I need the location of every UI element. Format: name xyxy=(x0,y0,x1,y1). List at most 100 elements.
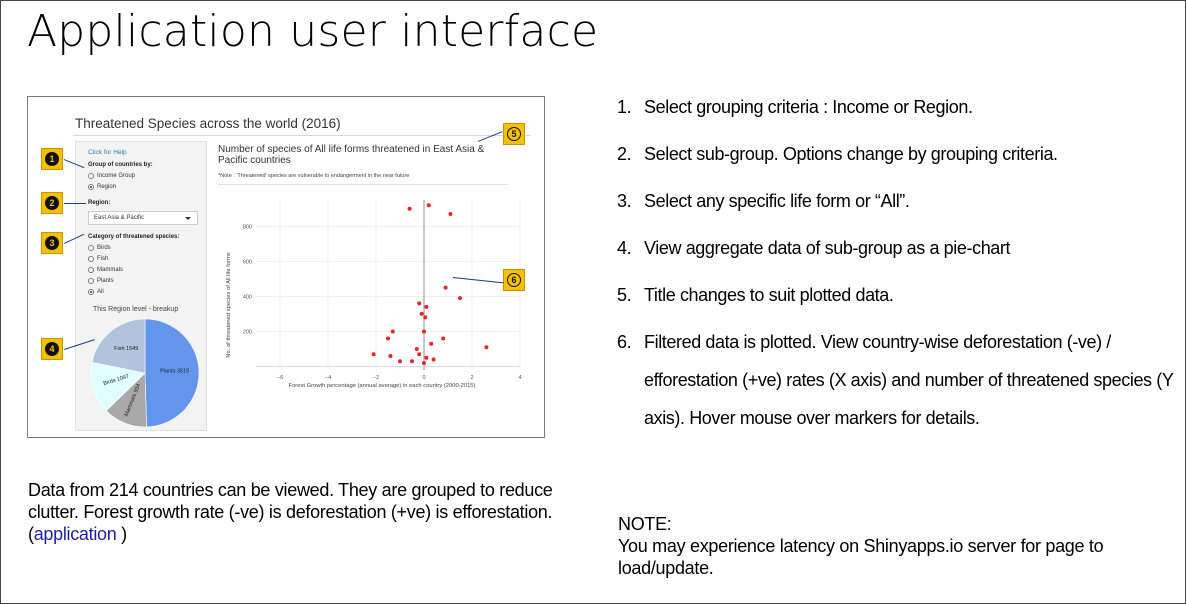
steps-list: 1. Select grouping criteria : Income or R… xyxy=(617,88,1177,437)
scatter-point[interactable] xyxy=(410,359,414,364)
plot-note: *Note : 'Threatened' species are vulnera… xyxy=(218,173,410,179)
x-tick-label: −6 xyxy=(277,375,283,381)
radio-icon xyxy=(88,267,94,273)
radio-label: Birds xyxy=(97,245,111,251)
callout-marker-2: 2 xyxy=(41,192,63,214)
radio-income-group[interactable]: Income Group xyxy=(88,173,135,179)
y-tick-label: 800 xyxy=(243,224,252,230)
radio-birds[interactable]: Birds xyxy=(88,245,111,251)
sidebar-panel: Click for Help Group of countries by: In… xyxy=(75,141,207,431)
plot-divider xyxy=(218,184,508,185)
y-tick-label: 400 xyxy=(243,294,252,300)
scatter-point[interactable] xyxy=(398,359,402,364)
scatter-point[interactable] xyxy=(424,304,429,309)
radio-region[interactable]: Region xyxy=(88,184,116,190)
app-screenshot: Threatened Species across the world (201… xyxy=(27,96,545,438)
callout-marker-3: 3 xyxy=(41,232,63,254)
scatter-point[interactable] xyxy=(419,311,424,316)
scatter-point[interactable] xyxy=(386,336,390,341)
pie-slice[interactable] xyxy=(90,361,146,412)
region-label: Region: xyxy=(88,200,111,206)
y-tick-label: 200 xyxy=(243,329,252,335)
scatter-point[interactable] xyxy=(431,357,436,362)
step-number: 6. xyxy=(617,332,632,352)
scatter-point[interactable] xyxy=(426,203,431,208)
scatter-point[interactable] xyxy=(390,329,395,334)
x-tick-label: 0 xyxy=(422,375,425,381)
app-title-divider xyxy=(73,135,531,136)
scatter-point[interactable] xyxy=(422,360,426,365)
note-label: NOTE: xyxy=(618,514,672,534)
scatter-point[interactable] xyxy=(458,296,462,301)
radio-label: Mammals xyxy=(97,267,124,273)
marker-number: 4 xyxy=(45,342,59,356)
radio-selected-icon xyxy=(88,184,94,190)
scatter-point[interactable] xyxy=(484,345,489,350)
step-item: 6. Filtered data is plotted. View country… xyxy=(617,323,1177,437)
scatter-point[interactable] xyxy=(371,352,376,357)
radio-all[interactable]: All xyxy=(88,289,104,295)
plot-title: Number of species of All life forms thre… xyxy=(218,144,485,166)
scatter-plot[interactable]: −6 −4 −2 0 2 4 200 400 600 800 Forest Growth perce… xyxy=(218,192,528,388)
scatter-point[interactable] xyxy=(424,355,429,360)
callout-marker-1: 1 xyxy=(41,148,63,170)
pie-slice[interactable] xyxy=(91,318,146,374)
radio-label: Plants xyxy=(97,278,114,284)
x-tick-label: 4 xyxy=(518,375,521,381)
radio-label: All xyxy=(97,289,104,295)
callout-marker-4: 4 xyxy=(41,338,63,360)
scatter-point[interactable] xyxy=(417,352,422,357)
x-axis-title: Forest Growth percentage (annual average… xyxy=(289,383,476,388)
radio-fish[interactable]: Fish xyxy=(88,256,108,262)
pie-title: This Region level - breakup xyxy=(93,306,179,313)
step-item: 4. View aggregate data of sub-group as a … xyxy=(617,229,1177,267)
help-link[interactable]: Click for Help xyxy=(88,149,127,156)
radio-icon xyxy=(88,173,94,179)
note-block: NOTE: You may experience latency on Shin… xyxy=(618,513,1178,579)
scatter-point[interactable] xyxy=(429,341,434,346)
radio-label: Region xyxy=(97,184,117,190)
callout-arrow xyxy=(478,131,503,142)
pie-slice-label: Fish 1549 xyxy=(114,346,138,352)
scatter-point[interactable] xyxy=(388,353,393,358)
scatter-point[interactable] xyxy=(448,212,453,217)
step-item: 5. Title changes to suit plotted data. xyxy=(617,276,1177,314)
app-title: Threatened Species across the world (201… xyxy=(75,116,341,131)
scatter-point[interactable] xyxy=(417,301,422,306)
step-number: 1. xyxy=(617,97,632,117)
pie-slice[interactable] xyxy=(144,318,200,428)
step-item: 3. Select any specific life form or “All”… xyxy=(617,182,1177,220)
category-label: Category of threatened species: xyxy=(88,234,180,240)
step-text: Filtered data is plotted. View country-w… xyxy=(644,332,1174,428)
radio-icon xyxy=(88,245,94,251)
description-text: Data from 214 countries can be viewed. T… xyxy=(28,480,553,544)
step-item: 2. Select sub-group. Options change by gr… xyxy=(617,135,1177,173)
y-axis-title: No. of threatened species of All life fo… xyxy=(226,252,232,357)
callout-arrow xyxy=(64,203,86,204)
region-select[interactable]: East Asia & Pacific xyxy=(88,211,198,225)
scatter-point[interactable] xyxy=(423,315,428,320)
region-select-value: East Asia & Pacific xyxy=(94,215,145,221)
scatter-point[interactable] xyxy=(443,285,448,290)
radio-label: Income Group xyxy=(97,173,136,179)
pie-slice-label: Plants 3515 xyxy=(160,369,189,375)
application-link[interactable]: application xyxy=(33,524,117,544)
step-text: Select any specific life form or “All”. xyxy=(644,191,910,211)
radio-label: Fish xyxy=(97,256,109,262)
group-label: Group of countries by: xyxy=(88,162,153,168)
caret-down-icon xyxy=(185,217,191,220)
scatter-point[interactable] xyxy=(422,329,426,334)
radio-plants[interactable]: Plants xyxy=(88,278,114,284)
y-tick-label: 600 xyxy=(243,259,252,265)
step-number: 2. xyxy=(617,144,632,164)
x-tick-label: −2 xyxy=(373,375,379,381)
marker-number: 5 xyxy=(507,127,521,141)
scatter-point[interactable] xyxy=(441,336,446,341)
scatter-point[interactable] xyxy=(407,206,412,211)
radio-mammals[interactable]: Mammals xyxy=(88,267,123,273)
marker-number: 3 xyxy=(45,236,59,250)
radio-icon xyxy=(88,256,94,262)
scatter-point[interactable] xyxy=(414,346,419,351)
step-number: 3. xyxy=(617,191,632,211)
